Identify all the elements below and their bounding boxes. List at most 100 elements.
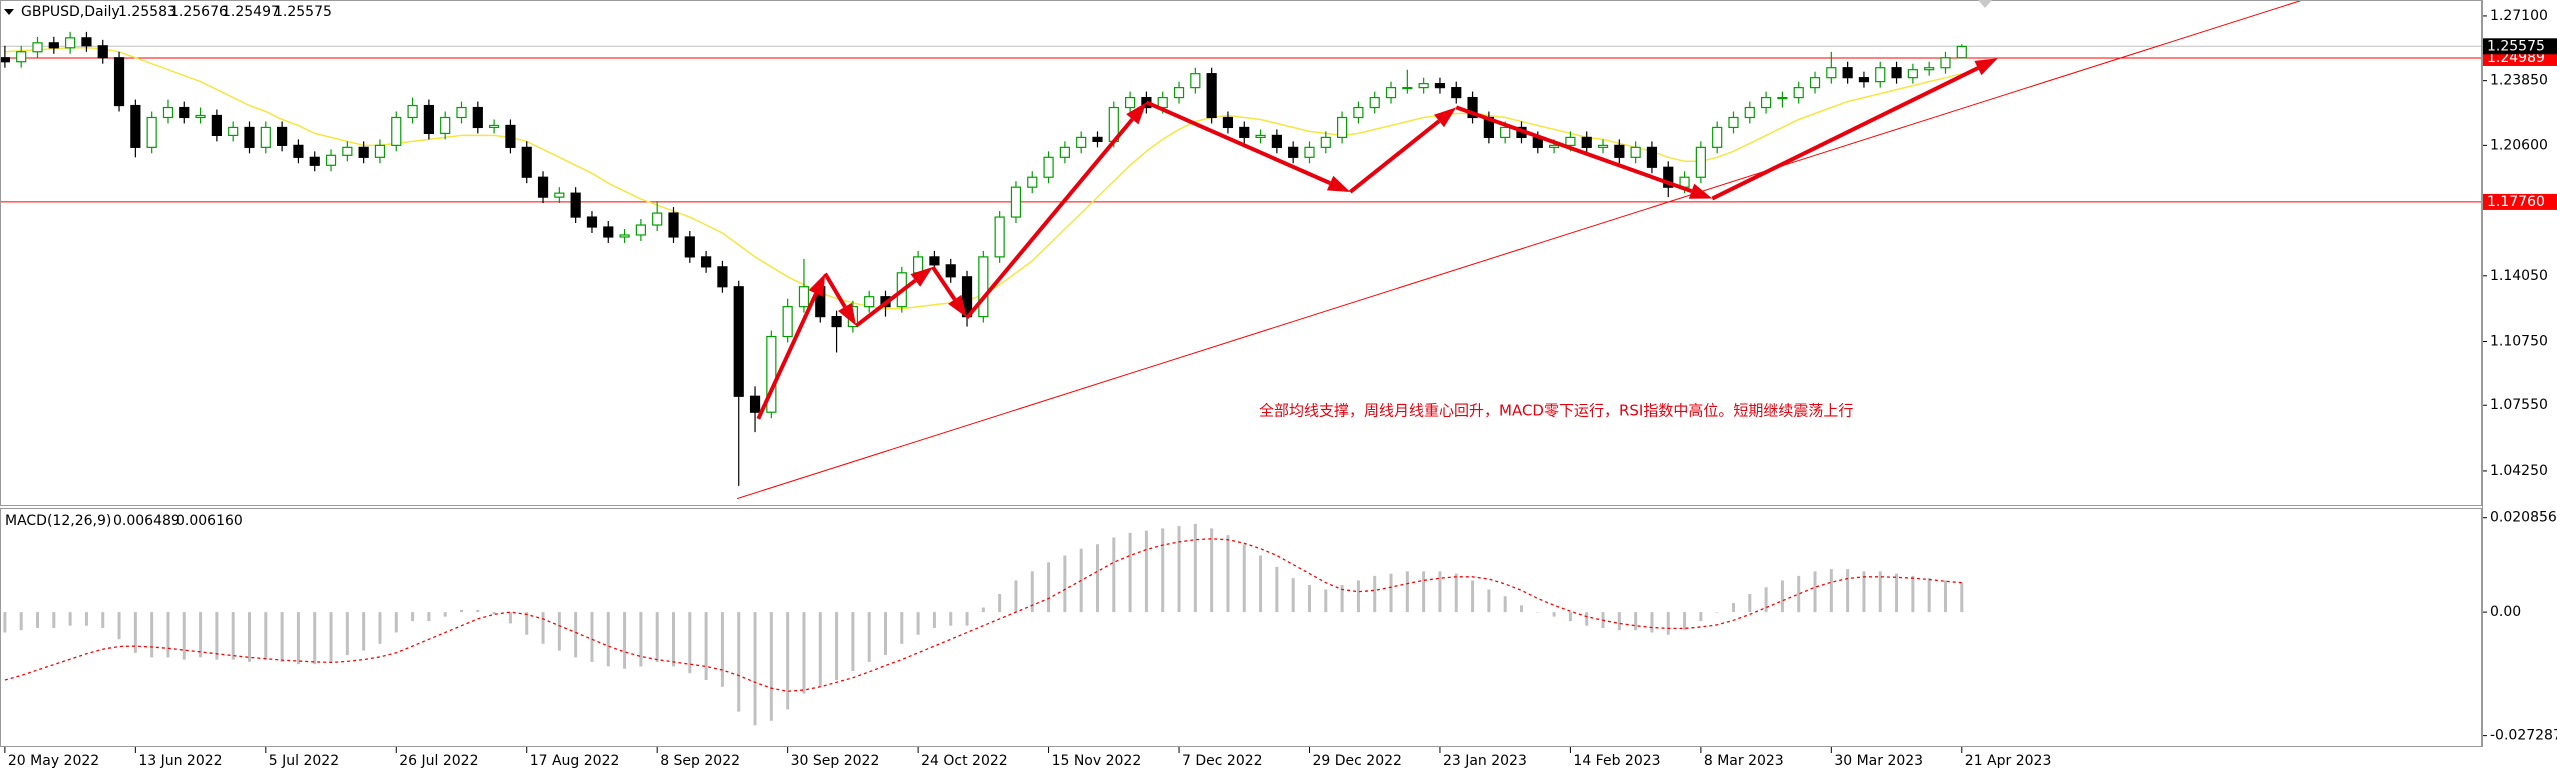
macd-bar bbox=[215, 612, 219, 660]
arrow-shaft bbox=[756, 292, 818, 420]
macd-bar bbox=[329, 612, 333, 662]
candle-body bbox=[1190, 73, 1201, 89]
macd-bar bbox=[965, 612, 969, 626]
candle-body bbox=[32, 42, 43, 53]
macd-bar bbox=[1193, 523, 1197, 613]
candle-body bbox=[1402, 87, 1413, 90]
macd-bar bbox=[1764, 587, 1768, 613]
macd-bar bbox=[1536, 612, 1540, 613]
macd-bar bbox=[1503, 596, 1507, 613]
candle-body bbox=[113, 57, 125, 107]
candle-body bbox=[1924, 67, 1935, 71]
y-tick-label: 1.23850 bbox=[2490, 73, 2548, 89]
menu-triangle[interactable] bbox=[4, 9, 14, 15]
macd-bar bbox=[1356, 580, 1360, 613]
shift-marker[interactable] bbox=[1978, 0, 1992, 8]
y-tick-label: 0.020856 bbox=[2490, 510, 2557, 526]
candle-body bbox=[1010, 186, 1022, 218]
x-tick-label: 17 Aug 2022 bbox=[530, 753, 620, 769]
price-label: 1.17760 bbox=[2487, 194, 2545, 210]
macd-bar bbox=[1960, 582, 1964, 613]
high-value: 1.25676 bbox=[170, 4, 228, 20]
candle-body bbox=[831, 316, 842, 328]
macd-title: MACD(12,26,9) bbox=[5, 513, 111, 529]
candle-body bbox=[16, 51, 27, 63]
candle-body bbox=[1434, 83, 1446, 89]
signal-value: 0.006160 bbox=[176, 513, 243, 529]
candle-body bbox=[48, 42, 59, 49]
candle-body bbox=[1500, 126, 1511, 139]
macd-bar bbox=[557, 612, 561, 651]
candle-body bbox=[554, 192, 565, 198]
candle-body bbox=[1597, 144, 1609, 148]
arrow-head bbox=[1974, 58, 1998, 76]
candle-body bbox=[1451, 87, 1462, 99]
macd-bar bbox=[296, 612, 300, 665]
candle-body bbox=[179, 106, 190, 119]
y-tick-label: 1.10750 bbox=[2490, 334, 2548, 350]
macd-bar bbox=[867, 612, 871, 662]
macd-bar bbox=[199, 612, 203, 658]
macd-bar bbox=[1307, 584, 1311, 613]
x-tick-label: 8 Sep 2022 bbox=[660, 753, 740, 769]
macd-bar bbox=[362, 612, 366, 651]
candle-body bbox=[635, 224, 646, 236]
candle-body bbox=[1761, 96, 1772, 109]
candle-body bbox=[1858, 77, 1870, 83]
macd-bar bbox=[737, 612, 741, 712]
macd-bar bbox=[704, 612, 708, 681]
macd-bar bbox=[1585, 612, 1589, 626]
candle-body bbox=[1630, 146, 1641, 158]
macd-bar bbox=[1030, 571, 1034, 613]
candle-body bbox=[440, 116, 451, 135]
macd-bar bbox=[1226, 535, 1230, 613]
x-tick-label: 14 Feb 2023 bbox=[1573, 753, 1660, 769]
macd-bar bbox=[427, 612, 431, 622]
low-value: 1.25497 bbox=[222, 4, 280, 20]
candle-body bbox=[1728, 116, 1739, 129]
macd-bar bbox=[19, 612, 23, 631]
price-frame bbox=[0, 0, 2482, 506]
candle-body bbox=[1565, 136, 1576, 146]
macd-bar bbox=[1829, 569, 1833, 613]
macd-bar bbox=[36, 612, 40, 628]
macd-bar bbox=[1438, 571, 1442, 613]
macd-bar bbox=[1128, 532, 1132, 613]
macd-bar bbox=[1112, 537, 1116, 613]
candle-body bbox=[293, 144, 304, 158]
macd-bar bbox=[1291, 578, 1295, 613]
macd-bar bbox=[133, 612, 137, 653]
macd-bar bbox=[1014, 580, 1018, 613]
candle-body bbox=[766, 335, 777, 413]
candle-body bbox=[1467, 96, 1478, 119]
macd-bar bbox=[394, 612, 398, 633]
macd-bar bbox=[1780, 580, 1784, 613]
candle-body bbox=[749, 395, 761, 413]
y-tick-label: 1.27100 bbox=[2490, 8, 2548, 24]
macd-bar bbox=[1846, 569, 1850, 613]
x-tick-label: 30 Mar 2023 bbox=[1834, 753, 1923, 769]
arrow-shaft bbox=[823, 272, 847, 308]
macd-bar bbox=[753, 612, 757, 726]
macd-bar bbox=[1927, 578, 1931, 613]
macd-bar bbox=[68, 612, 72, 626]
candle-body bbox=[489, 124, 500, 129]
arrow-shaft bbox=[965, 117, 1134, 319]
macd-bar bbox=[802, 612, 806, 694]
macd-bar bbox=[606, 612, 610, 667]
macd-bar bbox=[623, 612, 627, 669]
candle-body bbox=[146, 116, 157, 148]
candle-body bbox=[1173, 87, 1185, 99]
candle-body bbox=[1826, 67, 1837, 79]
price-label: 1.25575 bbox=[2487, 38, 2545, 54]
x-tick-label: 15 Nov 2022 bbox=[1052, 753, 1142, 769]
price-panel bbox=[0, 0, 2482, 500]
candle-body bbox=[0, 57, 10, 63]
macd-bar bbox=[1487, 589, 1491, 613]
candle-body bbox=[1271, 134, 1282, 148]
candle-body bbox=[570, 192, 581, 218]
candle-body bbox=[929, 256, 940, 266]
macd-bar bbox=[476, 609, 480, 613]
macd-bar bbox=[1731, 603, 1735, 613]
